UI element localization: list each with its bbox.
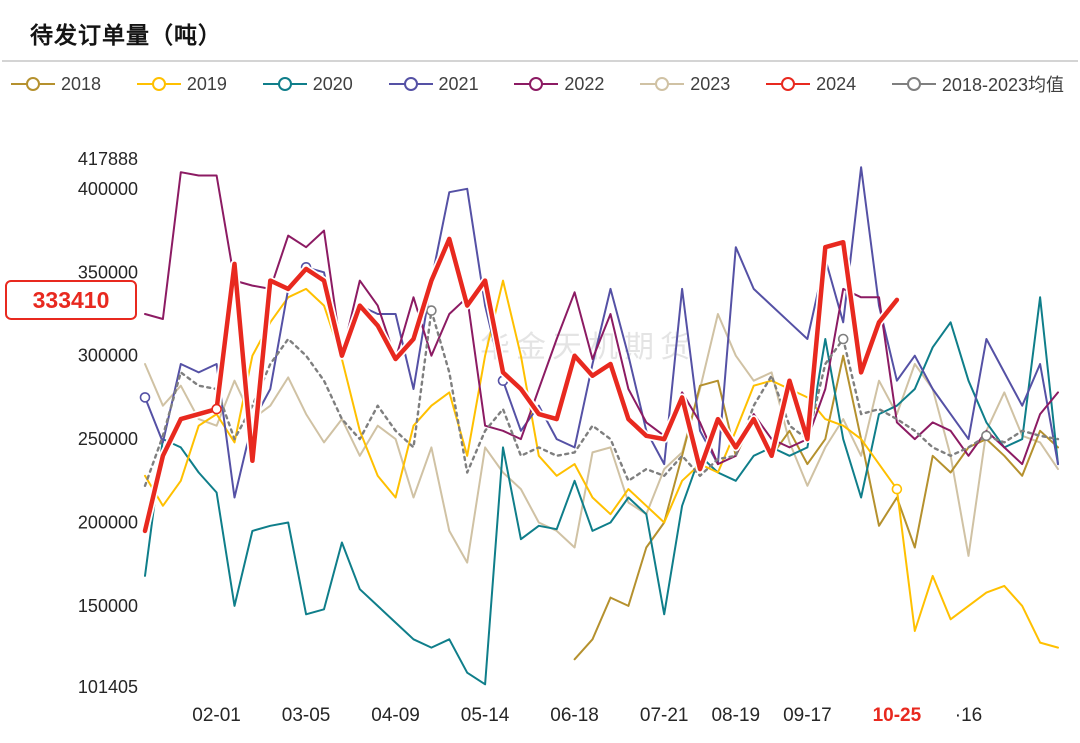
legend-item-2024[interactable]: 2024 (765, 74, 856, 95)
series-marker-2024 (211, 403, 222, 415)
legend-item-2023[interactable]: 2023 (639, 74, 730, 95)
legend-item-2020[interactable]: 2020 (262, 74, 353, 95)
x-axis-label: ·16 (955, 705, 982, 726)
x-axis-label: 05-14 (461, 705, 510, 726)
series-marker-avg-2018-2023 (837, 333, 849, 345)
legend-item-2018[interactable]: 2018 (10, 74, 101, 95)
annotation-last-value: 333410 (33, 287, 110, 313)
legend-item-label: 2018-2023均值 (941, 75, 1064, 95)
legend-item-2019[interactable]: 2019 (136, 74, 227, 95)
legend-marker-icon (766, 77, 811, 91)
series-marker-2019 (891, 483, 903, 495)
x-axis-label: 04-09 (371, 705, 420, 726)
y-axis-label: 300000 (78, 346, 138, 366)
legend-marker-icon (891, 77, 936, 91)
x-axis-label: 09-17 (783, 705, 832, 726)
x-axis-label: 06-18 (550, 705, 599, 726)
series-line-2019 (144, 279, 1059, 649)
header-divider (2, 60, 1078, 62)
series-line-2023 (144, 313, 1059, 564)
y-axis-label: 417888 (78, 149, 138, 169)
legend-item-label: 2024 (816, 73, 857, 94)
page-title: 待发订单量（吨） (30, 22, 222, 48)
y-axis-label: 400000 (78, 179, 138, 199)
series-line-2022 (144, 171, 1059, 466)
legend-marker-icon (136, 77, 181, 91)
series-line-2024 (142, 236, 900, 534)
legend-item-label: 2019 (186, 73, 227, 94)
watermark: 华金天机期货 (480, 331, 696, 364)
x-axis-label: 03-05 (282, 705, 331, 726)
legend-marker-icon (262, 77, 307, 91)
series-line-avg-2018-2023 (143, 309, 1060, 487)
legend-marker-icon (388, 77, 433, 91)
x-axis-label: 08-19 (711, 705, 760, 726)
annotation-box (5, 279, 137, 320)
series-marker-avg-2018-2023 (426, 305, 437, 316)
series-line-2020 (144, 296, 1059, 686)
legend-item-label: 2018 (61, 73, 102, 94)
legend-item-avg-2018-2023[interactable]: 2018-2023均值 (891, 71, 1064, 97)
legend-item-label: 2021 (438, 73, 479, 94)
legend-item-label: 2023 (690, 73, 731, 94)
y-axis-label: 250000 (78, 429, 138, 449)
x-axis-label: 02-01 (192, 705, 241, 726)
legend-marker-icon (11, 77, 55, 91)
legend-marker-icon (640, 77, 685, 91)
series-marker-avg-2018-2023 (981, 430, 992, 442)
x-axis-label: 07-21 (640, 705, 689, 726)
y-axis-label: 101405 (78, 677, 138, 697)
y-axis-label: 150000 (78, 596, 138, 616)
x-axis-label: 10-25 (873, 705, 922, 726)
series-marker-2021 (139, 392, 151, 403)
legend-marker-icon (514, 77, 559, 91)
legend-item-label: 2020 (312, 73, 353, 94)
y-axis-label: 350000 (78, 262, 138, 282)
legend: 2018 2019 2020 2021 2022 2023 2024 2018-2023均值 (0, 62, 1080, 99)
legend-item-2021[interactable]: 2021 (388, 74, 479, 95)
orders-line-chart: 华金天机期货 417888 400000 350000 300000 250000 2000… (5, 149, 1060, 726)
legend-item-2022[interactable]: 2022 (513, 74, 604, 95)
y-axis-label: 200000 (78, 513, 138, 533)
legend-item-label: 2022 (564, 73, 605, 94)
